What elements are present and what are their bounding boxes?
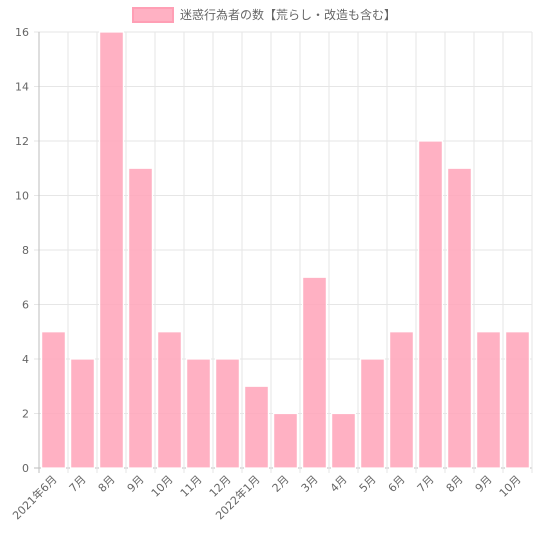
x-tick-label: 10月 bbox=[149, 473, 176, 500]
bar[interactable] bbox=[128, 167, 153, 469]
y-tick-label: 6 bbox=[22, 299, 29, 312]
legend-swatch[interactable] bbox=[132, 7, 174, 23]
bar[interactable] bbox=[215, 358, 240, 469]
x-tick-label: 5月 bbox=[357, 473, 379, 495]
y-tick-label: 12 bbox=[15, 135, 29, 148]
x-tick-label: 2月 bbox=[270, 473, 292, 495]
bar[interactable] bbox=[41, 331, 66, 469]
bar[interactable] bbox=[302, 276, 327, 469]
x-tick-label: 2021年6月 bbox=[9, 472, 59, 522]
y-tick-label: 0 bbox=[22, 462, 29, 475]
bar[interactable] bbox=[70, 358, 95, 469]
y-tick-label: 2 bbox=[22, 408, 29, 421]
bar[interactable] bbox=[476, 331, 501, 469]
bar[interactable] bbox=[273, 412, 298, 469]
x-tick-label: 3月 bbox=[299, 473, 321, 495]
x-tick-label: 7月 bbox=[415, 473, 437, 495]
x-tick-label: 8月 bbox=[444, 473, 466, 495]
y-tick-label: 16 bbox=[15, 26, 29, 39]
bar[interactable] bbox=[244, 385, 269, 469]
bar[interactable] bbox=[389, 331, 414, 469]
x-tick-label: 9月 bbox=[473, 473, 495, 495]
x-tick-label: 9月 bbox=[125, 473, 147, 495]
legend-label[interactable]: 迷惑行為者の数【荒らし・改造も含む】 bbox=[180, 7, 396, 22]
legend[interactable]: 迷惑行為者の数【荒らし・改造も含む】 bbox=[132, 7, 396, 23]
bar[interactable] bbox=[360, 358, 385, 469]
bar[interactable] bbox=[331, 412, 356, 469]
y-axis: 0 2 4 6 8 10 12 14 16 bbox=[15, 26, 29, 475]
bar[interactable] bbox=[186, 358, 211, 469]
x-tick-label: 4月 bbox=[328, 473, 350, 495]
x-tick-label: 7月 bbox=[67, 473, 89, 495]
y-tick-label: 8 bbox=[22, 244, 29, 257]
x-tick-label: 10月 bbox=[497, 473, 524, 500]
x-tick-label: 8月 bbox=[96, 473, 118, 495]
bar[interactable] bbox=[157, 331, 182, 469]
bar[interactable] bbox=[418, 140, 443, 469]
y-tick-label: 4 bbox=[22, 353, 29, 366]
x-tick-label: 11月 bbox=[178, 473, 205, 500]
bars bbox=[41, 31, 530, 469]
bar[interactable] bbox=[99, 31, 124, 469]
y-tick-label: 14 bbox=[15, 81, 29, 94]
x-tick-label: 6月 bbox=[386, 473, 408, 495]
bar[interactable] bbox=[505, 331, 530, 469]
y-tick-label: 10 bbox=[15, 190, 29, 203]
bar[interactable] bbox=[447, 167, 472, 469]
